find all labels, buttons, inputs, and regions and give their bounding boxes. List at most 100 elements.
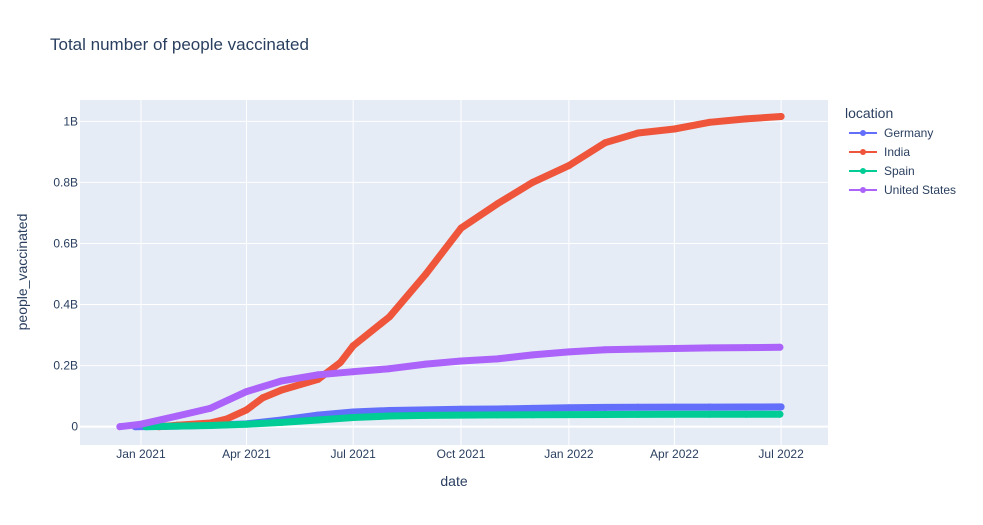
data-point xyxy=(706,344,714,352)
data-point xyxy=(634,410,642,418)
legend-item-spain[interactable]: Spain xyxy=(849,164,915,178)
data-point xyxy=(529,351,537,359)
data-point xyxy=(493,411,501,419)
legend-swatch-marker xyxy=(860,130,866,136)
y-tick-label: 0.8B xyxy=(53,175,78,189)
data-point xyxy=(386,313,394,321)
data-point xyxy=(706,403,714,411)
data-point xyxy=(422,411,430,419)
data-point xyxy=(457,357,465,365)
x-tick-label: Apr 2022 xyxy=(650,447,699,461)
data-point xyxy=(529,411,537,419)
data-point xyxy=(422,360,430,368)
data-point xyxy=(422,270,430,278)
data-point xyxy=(493,405,501,413)
data-point xyxy=(601,139,609,147)
data-point xyxy=(565,162,573,170)
y-tick-label: 0.6B xyxy=(53,236,78,250)
series-spain[interactable] xyxy=(142,410,784,431)
data-point xyxy=(457,405,465,413)
legend-label: United States xyxy=(884,183,956,197)
series-group xyxy=(116,112,785,431)
data-point xyxy=(776,343,784,351)
data-point xyxy=(634,129,642,137)
data-point xyxy=(742,344,750,352)
data-point xyxy=(670,403,678,411)
data-point xyxy=(173,422,181,430)
data-point xyxy=(349,414,357,422)
data-point xyxy=(206,421,214,429)
legend[interactable]: location Germany India Spain United States xyxy=(845,105,956,197)
legend-label: India xyxy=(884,145,910,159)
data-point xyxy=(493,200,501,208)
x-tick-label: Jul 2022 xyxy=(758,447,804,461)
data-point xyxy=(529,178,537,186)
data-point xyxy=(314,371,322,379)
y-tick-labels: 0 0.2B 0.4B 0.6B 0.8B 1B xyxy=(53,114,78,433)
data-point xyxy=(493,355,501,363)
legend-item-germany[interactable]: Germany xyxy=(849,126,933,140)
data-point xyxy=(601,410,609,418)
data-point xyxy=(278,386,286,394)
series-line xyxy=(155,113,785,431)
x-tick-label: Jul 2021 xyxy=(330,447,376,461)
data-point xyxy=(223,415,231,423)
data-point xyxy=(777,112,785,120)
data-point xyxy=(349,408,357,416)
data-point xyxy=(314,416,322,424)
data-point xyxy=(565,411,573,419)
data-point xyxy=(529,404,537,412)
plot-area xyxy=(80,100,828,445)
data-point xyxy=(259,394,267,402)
data-point xyxy=(742,115,750,123)
data-point xyxy=(457,224,465,232)
data-point xyxy=(386,407,394,414)
legend-label: Spain xyxy=(884,164,915,178)
x-tick-label: Apr 2021 xyxy=(222,447,271,461)
x-tick-label: Oct 2021 xyxy=(437,447,486,461)
y-tick-label: 0.2B xyxy=(53,359,78,373)
data-point xyxy=(173,412,181,420)
data-point xyxy=(742,403,750,411)
legend-swatch-marker xyxy=(860,149,866,155)
data-point xyxy=(634,403,642,411)
series-united-states[interactable] xyxy=(116,343,784,431)
legend-label: Germany xyxy=(884,126,933,140)
data-point xyxy=(116,423,124,431)
data-point xyxy=(706,118,714,126)
x-tick-label: Jan 2021 xyxy=(116,447,166,461)
data-point xyxy=(242,388,250,396)
data-point xyxy=(349,342,357,350)
data-point xyxy=(386,412,394,420)
data-point xyxy=(242,406,250,414)
legend-swatch-marker xyxy=(860,187,866,193)
y-tick-label: 0 xyxy=(71,420,78,434)
data-point xyxy=(565,404,573,412)
data-point xyxy=(777,403,785,411)
legend-item-india[interactable]: India xyxy=(849,145,910,159)
data-point xyxy=(742,410,750,418)
data-point xyxy=(634,345,642,353)
y-tick-label: 1B xyxy=(63,114,78,128)
data-point xyxy=(706,410,714,418)
data-point xyxy=(336,359,344,367)
legend-swatch-marker xyxy=(860,168,866,174)
data-point xyxy=(422,406,430,414)
legend-title: location xyxy=(845,105,893,121)
data-point xyxy=(670,345,678,353)
legend-item-united-states[interactable]: United States xyxy=(849,183,956,197)
data-point xyxy=(242,420,250,428)
data-point xyxy=(670,125,678,133)
data-point xyxy=(670,410,678,418)
x-tick-label: Jan 2022 xyxy=(544,447,594,461)
data-point xyxy=(457,411,465,419)
data-point xyxy=(601,403,609,411)
chart-title: Total number of people vaccinated xyxy=(50,35,309,54)
x-tick-labels: Jan 2021 Apr 2021 Jul 2021 Oct 2021 Jan 2022… xyxy=(116,447,804,461)
series-line xyxy=(116,343,784,431)
data-point xyxy=(565,348,573,356)
data-point xyxy=(278,418,286,426)
data-point xyxy=(137,420,145,428)
data-point xyxy=(601,346,609,354)
